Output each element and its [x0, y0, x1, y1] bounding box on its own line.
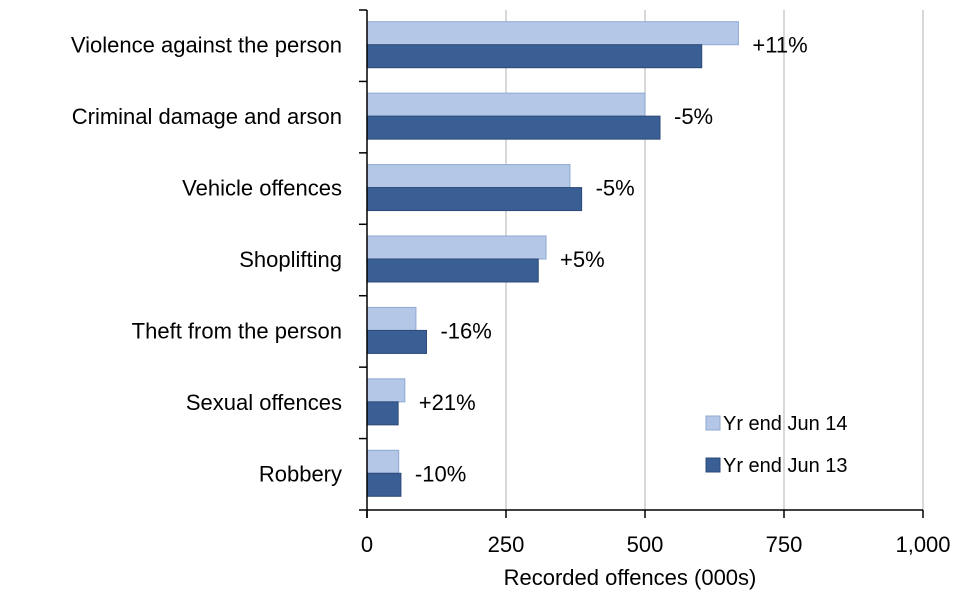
bars — [366, 21, 739, 497]
category-label: Criminal damage and arson — [72, 104, 342, 129]
change-label: +21% — [419, 390, 476, 415]
category-label: Violence against the person — [71, 33, 342, 58]
bar-yr-end-jun-14 — [366, 164, 571, 189]
legend-label: Yr end Jun 14 — [723, 413, 848, 435]
change-label: +5% — [560, 247, 605, 272]
category-label: Robbery — [259, 461, 342, 486]
axes — [359, 9, 924, 518]
legend-label: Yr end Jun 13 — [723, 455, 848, 477]
x-tick-label: 500 — [627, 532, 664, 557]
change-label: -16% — [440, 318, 491, 343]
x-tick-label: 750 — [766, 532, 803, 557]
x-tick-label: 0 — [361, 532, 373, 557]
x-tick-label: 250 — [488, 532, 525, 557]
change-label: -5% — [596, 176, 635, 201]
category-label: Sexual offences — [186, 390, 342, 415]
bar-yr-end-jun-14 — [366, 449, 400, 474]
category-label: Shoplifting — [239, 247, 342, 272]
bar-yr-end-jun-13 — [366, 44, 703, 69]
change-label: +11% — [752, 33, 807, 58]
change-labels: +11% -5% -5% +5% -16% +21% -10% — [415, 33, 808, 487]
legend: Yr end Jun 14 Yr end Jun 13 — [705, 413, 848, 477]
bar-yr-end-jun-14 — [366, 21, 739, 46]
x-axis-title: Recorded offences (000s) — [504, 565, 757, 590]
category-label: Theft from the person — [132, 318, 342, 343]
category-label: Vehicle offences — [182, 176, 342, 201]
x-tick-labels: 0 250 500 750 1,000 — [361, 532, 951, 557]
bar-yr-end-jun-13 — [366, 187, 583, 212]
x-tick-label: 1,000 — [895, 532, 950, 557]
bar-yr-end-jun-13 — [366, 401, 399, 426]
bar-yr-end-jun-14 — [366, 378, 406, 403]
change-label: -10% — [415, 461, 466, 486]
bar-yr-end-jun-14 — [366, 306, 417, 331]
bar-yr-end-jun-13 — [366, 472, 402, 497]
change-label: -5% — [674, 104, 713, 129]
bar-yr-end-jun-13 — [366, 115, 661, 140]
bar-yr-end-jun-13 — [366, 258, 539, 283]
category-labels: Violence against the person Criminal dama… — [71, 33, 342, 487]
bar-yr-end-jun-14 — [366, 235, 547, 260]
legend-swatch — [705, 415, 721, 431]
legend-swatch — [705, 457, 721, 473]
bar-yr-end-jun-14 — [366, 92, 646, 117]
bar-yr-end-jun-13 — [366, 329, 427, 354]
